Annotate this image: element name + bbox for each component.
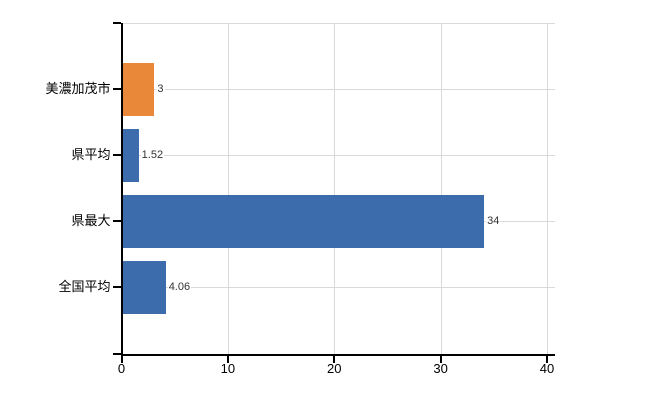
gridline-vertical xyxy=(227,23,229,354)
y-axis-tick xyxy=(112,220,121,222)
gridline-horizontal xyxy=(121,287,555,288)
x-axis-line xyxy=(120,353,555,356)
gridline-horizontal xyxy=(121,155,555,156)
bar-value-label: 4.06 xyxy=(167,280,192,294)
x-axis-tick-label: 30 xyxy=(433,360,448,376)
x-axis-tick xyxy=(546,355,548,363)
gridline-vertical xyxy=(334,23,336,354)
bar-全国平均 xyxy=(122,260,166,314)
x-axis-tick xyxy=(226,355,229,363)
x-axis-tick-label: 40 xyxy=(539,360,555,376)
x-axis-tick xyxy=(120,355,123,363)
x-axis-tick-label: 10 xyxy=(220,360,236,376)
bar-県最大 xyxy=(122,194,485,248)
x-axis-tick-label: 20 xyxy=(327,360,342,376)
gridline-vertical xyxy=(547,23,548,354)
category-label: 美濃加茂市 xyxy=(45,81,111,96)
bar-value-label: 1.52 xyxy=(140,148,165,162)
y-axis-tick xyxy=(112,88,121,90)
bar-value-label: 34 xyxy=(486,214,501,228)
gridline-horizontal xyxy=(121,89,555,90)
y-axis-tick xyxy=(112,352,121,355)
category-label: 県最大 xyxy=(71,213,111,228)
x-axis-tick xyxy=(333,355,336,363)
x-axis-tick xyxy=(439,355,442,363)
bar-美濃加茂市 xyxy=(122,62,155,116)
y-axis-tick xyxy=(112,22,121,24)
gridline-vertical xyxy=(440,23,442,354)
y-axis-tick xyxy=(112,286,121,288)
y-axis-tick xyxy=(112,154,121,156)
x-axis-tick-label: 0 xyxy=(117,360,126,376)
gridline-horizontal xyxy=(121,23,555,24)
category-label: 全国平均 xyxy=(58,279,111,294)
category-label: 県平均 xyxy=(71,147,111,162)
bar-value-label: 3 xyxy=(156,82,165,96)
bar-県平均 xyxy=(122,128,139,182)
y-axis-line xyxy=(120,23,123,356)
